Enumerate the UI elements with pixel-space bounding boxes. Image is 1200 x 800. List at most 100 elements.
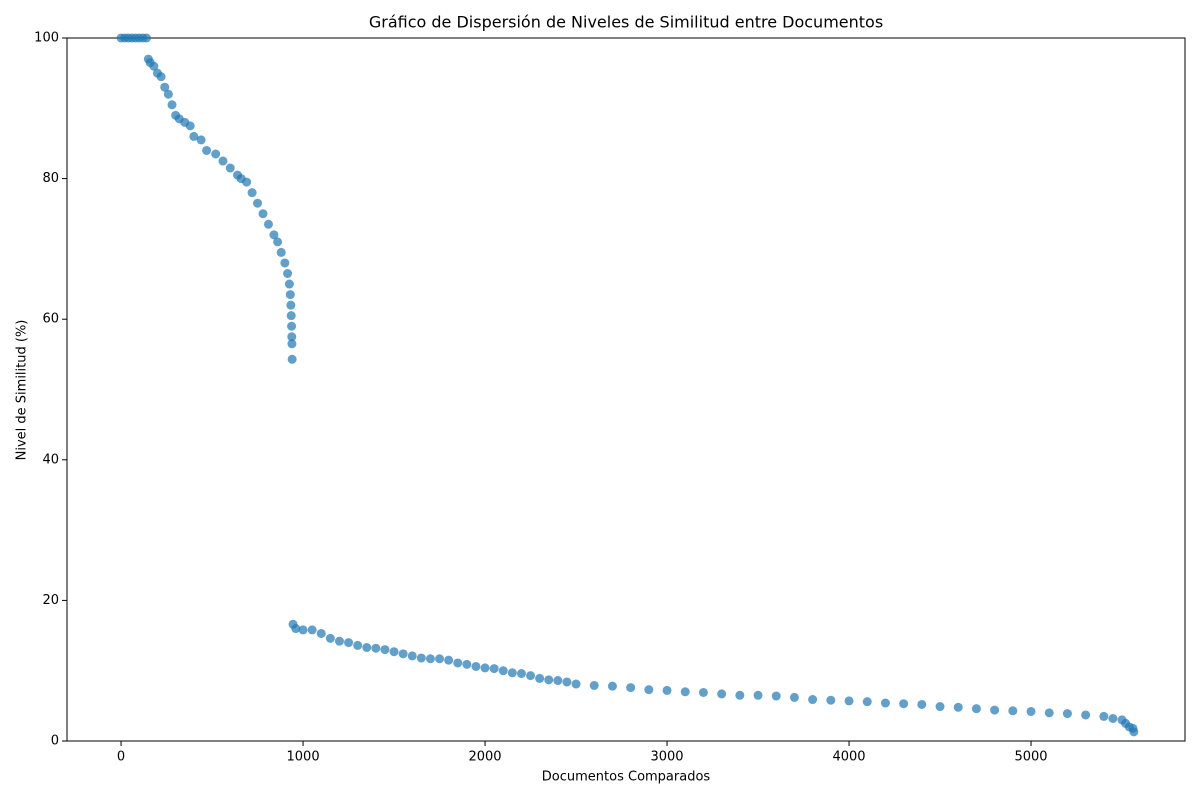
- point: [435, 654, 445, 664]
- point: [698, 687, 708, 697]
- point: [325, 633, 335, 643]
- point: [167, 100, 177, 110]
- point: [286, 311, 296, 321]
- point: [185, 121, 195, 131]
- point: [971, 704, 981, 714]
- x-tick-label: 4000: [832, 750, 865, 765]
- point: [156, 72, 166, 82]
- point: [416, 653, 426, 663]
- point: [142, 33, 152, 43]
- point: [334, 636, 344, 646]
- point: [498, 666, 508, 676]
- point: [202, 145, 212, 155]
- x-tick-label: 5000: [1014, 750, 1047, 765]
- point: [225, 163, 235, 173]
- point: [899, 699, 909, 709]
- point: [286, 300, 296, 310]
- x-tick-label: 0: [117, 750, 125, 765]
- point: [425, 654, 435, 664]
- point: [353, 640, 363, 650]
- point: [344, 638, 354, 648]
- point: [480, 663, 490, 673]
- point: [544, 675, 554, 685]
- point: [753, 690, 763, 700]
- point: [1129, 727, 1139, 737]
- point: [571, 679, 581, 689]
- point: [298, 625, 308, 635]
- point: [735, 690, 745, 700]
- point: [771, 691, 781, 701]
- point: [680, 687, 690, 697]
- point: [953, 702, 963, 712]
- point: [276, 247, 286, 257]
- point: [287, 321, 297, 331]
- point: [160, 82, 170, 92]
- point: [280, 258, 290, 268]
- point: [662, 685, 672, 695]
- point: [258, 209, 268, 219]
- point: [287, 354, 297, 364]
- point: [371, 643, 381, 653]
- point: [990, 705, 1000, 715]
- y-tick-label: 40: [42, 452, 59, 467]
- point: [407, 651, 417, 661]
- point: [287, 332, 297, 342]
- point: [935, 702, 945, 712]
- point: [1044, 708, 1054, 718]
- point: [263, 219, 273, 229]
- point: [562, 677, 572, 687]
- point: [1108, 714, 1118, 724]
- point: [1099, 711, 1109, 721]
- point: [516, 669, 526, 679]
- point: [380, 645, 390, 655]
- x-tick-label: 2000: [468, 750, 501, 765]
- y-tick-label: 100: [34, 31, 59, 46]
- point: [247, 188, 257, 198]
- point: [389, 647, 399, 657]
- point: [218, 156, 228, 166]
- point: [917, 699, 927, 709]
- point: [644, 685, 654, 695]
- y-tick-label: 0: [51, 734, 59, 749]
- point: [789, 692, 799, 702]
- point: [283, 269, 293, 279]
- point: [189, 131, 199, 141]
- point: [1081, 710, 1091, 720]
- point: [626, 683, 636, 693]
- y-axis-label: Nivel de Similitud (%): [15, 320, 30, 461]
- point: [1008, 706, 1018, 716]
- y-tick-label: 60: [42, 312, 59, 327]
- x-axis-label: Documentos Comparados: [542, 770, 711, 785]
- point: [844, 696, 854, 706]
- point: [808, 695, 818, 705]
- point: [507, 668, 517, 678]
- point: [526, 671, 536, 681]
- point: [196, 135, 206, 145]
- point: [880, 698, 890, 708]
- chart-title: Gráfico de Dispersión de Niveles de Simi…: [369, 13, 883, 32]
- point: [284, 279, 294, 289]
- point: [1026, 706, 1036, 716]
- point: [1062, 709, 1072, 719]
- point: [242, 177, 252, 187]
- y-tick-label: 80: [42, 171, 59, 186]
- point: [285, 290, 295, 300]
- point: [316, 628, 326, 638]
- point: [273, 237, 283, 247]
- point: [862, 697, 872, 707]
- y-tick-label: 20: [42, 593, 59, 608]
- point: [444, 655, 454, 665]
- x-tick-label: 3000: [650, 750, 683, 765]
- point: [307, 625, 317, 635]
- point: [607, 681, 617, 691]
- point: [211, 149, 221, 159]
- plot-frame: [66, 37, 1186, 742]
- point: [453, 658, 463, 668]
- point: [291, 624, 301, 634]
- point: [269, 230, 279, 240]
- point: [287, 339, 297, 349]
- point: [253, 198, 263, 208]
- point: [589, 680, 599, 690]
- point: [553, 676, 563, 686]
